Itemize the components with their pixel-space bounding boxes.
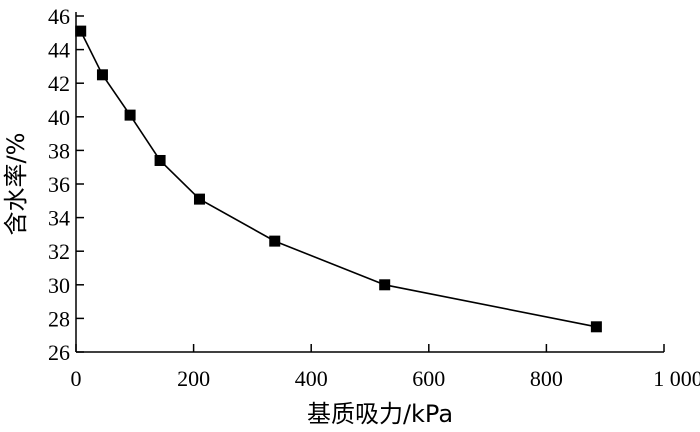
series-layer (75, 25, 602, 333)
y-axis-title: 含水率/% (2, 133, 30, 236)
data-point (379, 279, 391, 291)
x-tick-label: 200 (177, 366, 210, 391)
y-tick-label: 30 (48, 273, 70, 298)
x-tick-label: 0 (71, 366, 82, 391)
x-ticks: 0 200 400 600 800 1 000 (71, 344, 700, 391)
x-tick-label: 600 (412, 366, 445, 391)
data-point (96, 69, 108, 81)
axes (75, 12, 664, 353)
y-tick-label: 36 (48, 172, 70, 197)
y-tick-label: 44 (48, 38, 70, 63)
y-ticks: 26 28 30 32 34 36 38 40 42 44 46 (48, 4, 84, 365)
y-tick-label: 38 (48, 138, 70, 163)
y-tick-label: 46 (48, 4, 70, 29)
data-point (154, 154, 166, 166)
y-tick-label: 26 (48, 340, 70, 365)
x-tick-label: 400 (295, 366, 328, 391)
x-axis-title: 基质吸力/kPa (307, 400, 453, 428)
data-point (193, 193, 205, 205)
y-tick-label: 28 (48, 306, 70, 331)
data-point (269, 235, 281, 247)
data-point (590, 321, 602, 333)
data-point (124, 109, 136, 121)
y-tick-label: 34 (48, 206, 70, 231)
x-tick-label: 1 000 (653, 366, 700, 391)
x-tick-label: 800 (530, 366, 563, 391)
data-point (75, 25, 87, 37)
y-tick-label: 40 (48, 105, 70, 130)
y-tick-label: 42 (48, 71, 70, 96)
series-line (79, 30, 597, 328)
y-tick-label: 32 (48, 239, 70, 264)
